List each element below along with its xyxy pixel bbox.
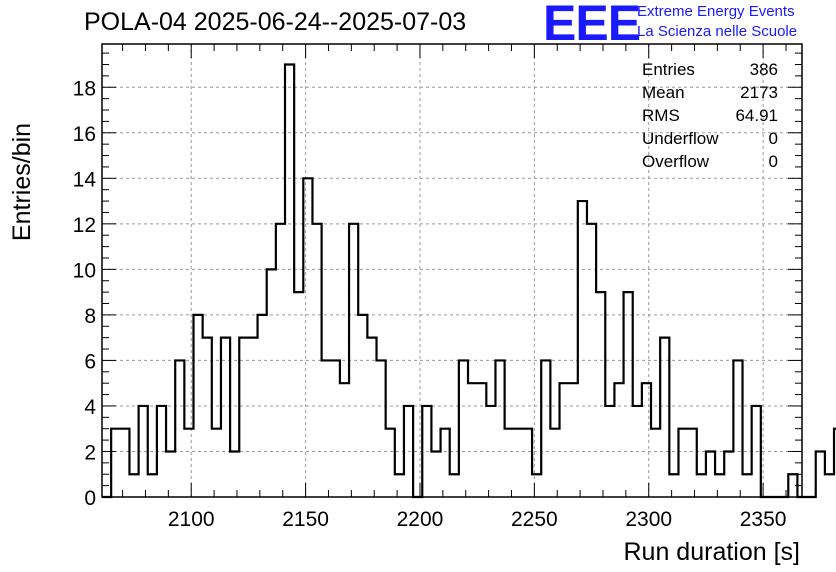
histogram-bin [724,451,733,497]
axis-ticks [102,44,802,498]
stats-label-mean: Mean [642,83,685,102]
y-tick-label: 4 [84,396,96,419]
histogram-bin [367,338,376,497]
histogram-bin [175,360,184,497]
histogram-bin [468,383,477,497]
histogram-bin [294,292,303,497]
histogram-outline [102,63,836,499]
histogram-bin [441,429,450,497]
histogram-bin [248,338,257,497]
histogram-bin [120,429,129,497]
stats-value-rms: 64.91 [735,106,778,125]
eee-logo: EEE Extreme Energy Events La Scienza nel… [543,0,828,51]
y-tick-label: 12 [73,214,96,237]
histogram-bin [523,429,532,497]
histogram-bin [477,383,486,497]
stats-label-underflow: Underflow [642,129,719,148]
histogram-bin [495,360,504,497]
histogram-bin [203,338,212,497]
x-tick-label: 2350 [740,508,787,531]
histogram-bin [212,429,221,497]
histogram-bin [706,451,715,497]
histogram-bin [733,360,742,497]
x-tick-label: 2150 [282,508,329,531]
grid-lines [102,44,802,497]
histogram-bin [239,338,248,497]
histogram-bin [340,383,349,497]
y-tick-label: 16 [73,123,96,146]
histogram-bin [129,474,138,497]
histogram-bin [678,429,687,497]
histogram-bin [285,64,294,497]
y-tick-label: 14 [73,168,97,191]
histogram-bin [550,429,559,497]
stats-label-overflow: Overflow [642,152,710,171]
histogram-bin [331,360,340,497]
chart-title: POLA-04 2025-06-24--2025-07-03 [84,8,467,36]
histogram-bin [541,360,550,497]
x-tick-label: 2100 [168,508,215,531]
histogram-bin [697,474,706,497]
histogram-bin [715,474,724,497]
histogram-bin [624,292,633,497]
histogram-bin [221,338,230,497]
histogram-bin [303,178,312,497]
x-axis-label: Run duration [s] [624,538,801,566]
y-tick-label: 8 [84,305,96,328]
histogram-bin [514,429,523,497]
histogram-bin [505,429,514,497]
stats-value-overflow: 0 [768,152,778,171]
histogram-bin [642,383,651,497]
histogram-bin [569,383,578,497]
logo-line-1: Extreme Energy Events [637,3,795,20]
stats-label-rms: RMS [642,106,680,125]
histogram-bin [395,474,404,497]
histogram-bin [560,383,569,497]
histogram-bin [431,451,440,497]
histogram-bin [148,474,157,497]
stats-label-entries: Entries [642,60,695,79]
histogram-bin [743,474,752,497]
histogram-bin [184,429,193,497]
histogram [102,63,836,499]
y-axis-label: Entries/bin [8,123,36,241]
plot-frame [101,43,803,498]
histogram-bin [230,451,239,497]
histogram-bin [532,474,541,497]
stats-value-entries: 386 [749,60,778,79]
histogram-bin [267,269,276,497]
x-tick-label: 2250 [511,508,558,531]
x-tick-label: 2300 [625,508,672,531]
histogram-bin [669,474,678,497]
stats-value-underflow: 0 [768,129,778,148]
x-tick-labels: 2100 2150 2200 2250 2300 2350 [168,508,787,531]
histogram-bin [111,429,120,497]
y-tick-label: 6 [84,350,96,373]
histogram-bin [688,429,697,497]
y-tick-label: 10 [73,259,96,282]
y-tick-labels: 0 2 4 6 8 10 12 14 16 18 [73,77,97,510]
histogram-bin [166,451,175,497]
x-tick-label: 2200 [397,508,444,531]
y-tick-label: 18 [73,77,96,100]
stats-value-mean: 2173 [740,83,778,102]
histogram-bin [459,360,468,497]
y-tick-label: 0 [84,487,96,510]
y-tick-label: 2 [84,441,96,464]
histogram-bin [614,383,623,497]
histogram-bin [660,338,669,497]
eee-logo-mark: EEE [543,0,641,51]
histogram-bin [450,474,459,497]
histogram-bin [651,429,660,497]
histogram-bin [578,201,587,497]
histogram-bin [386,429,395,497]
histogram-bin [322,360,331,497]
histogram-bin [377,360,386,497]
logo-line-2: La Scienza nelle Scuole [637,23,798,40]
histogram-bin [825,474,834,497]
histogram-bin [816,451,825,497]
histogram-bin [596,292,605,497]
